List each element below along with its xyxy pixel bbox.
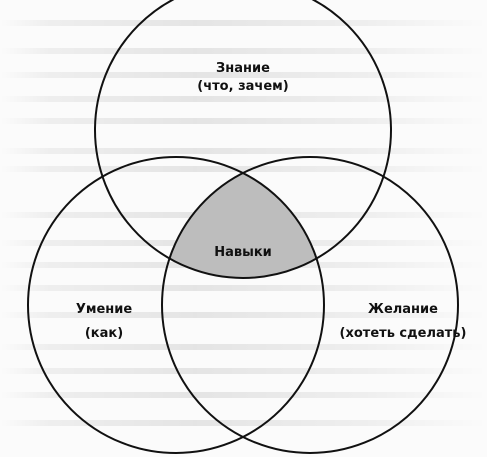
bleed-line xyxy=(0,118,487,124)
desire-label: Желание (хотеть сделать) xyxy=(333,301,473,343)
desire-sub: (хотеть сделать) xyxy=(339,326,467,341)
skill-sub: (как) xyxy=(84,326,124,341)
bleed-line xyxy=(0,392,487,398)
bleed-line xyxy=(0,344,487,350)
knowledge-label: Знание (что, зачем) xyxy=(193,60,293,96)
bleed-line xyxy=(0,312,487,318)
bleed-line xyxy=(0,285,487,291)
skill-circle xyxy=(27,156,325,454)
bleed-line xyxy=(0,166,487,172)
skill-name: Умение xyxy=(75,302,133,317)
knowledge-sub: (что, зачем) xyxy=(197,79,289,94)
bleed-line xyxy=(0,48,487,54)
bleed-line xyxy=(0,148,487,154)
skills-label: Навыки xyxy=(214,245,272,260)
bleed-line xyxy=(0,20,487,26)
bleed-line xyxy=(0,368,487,374)
intersection-region xyxy=(162,157,324,278)
bleed-line xyxy=(0,72,487,78)
desire-name: Желание xyxy=(368,302,438,317)
skill-label: Умение (как) xyxy=(64,301,144,343)
bleed-line xyxy=(0,420,487,426)
bleed-line xyxy=(0,96,487,102)
desire-circle xyxy=(161,156,459,454)
knowledge-name: Знание xyxy=(216,61,270,76)
knowledge-circle xyxy=(94,0,392,279)
